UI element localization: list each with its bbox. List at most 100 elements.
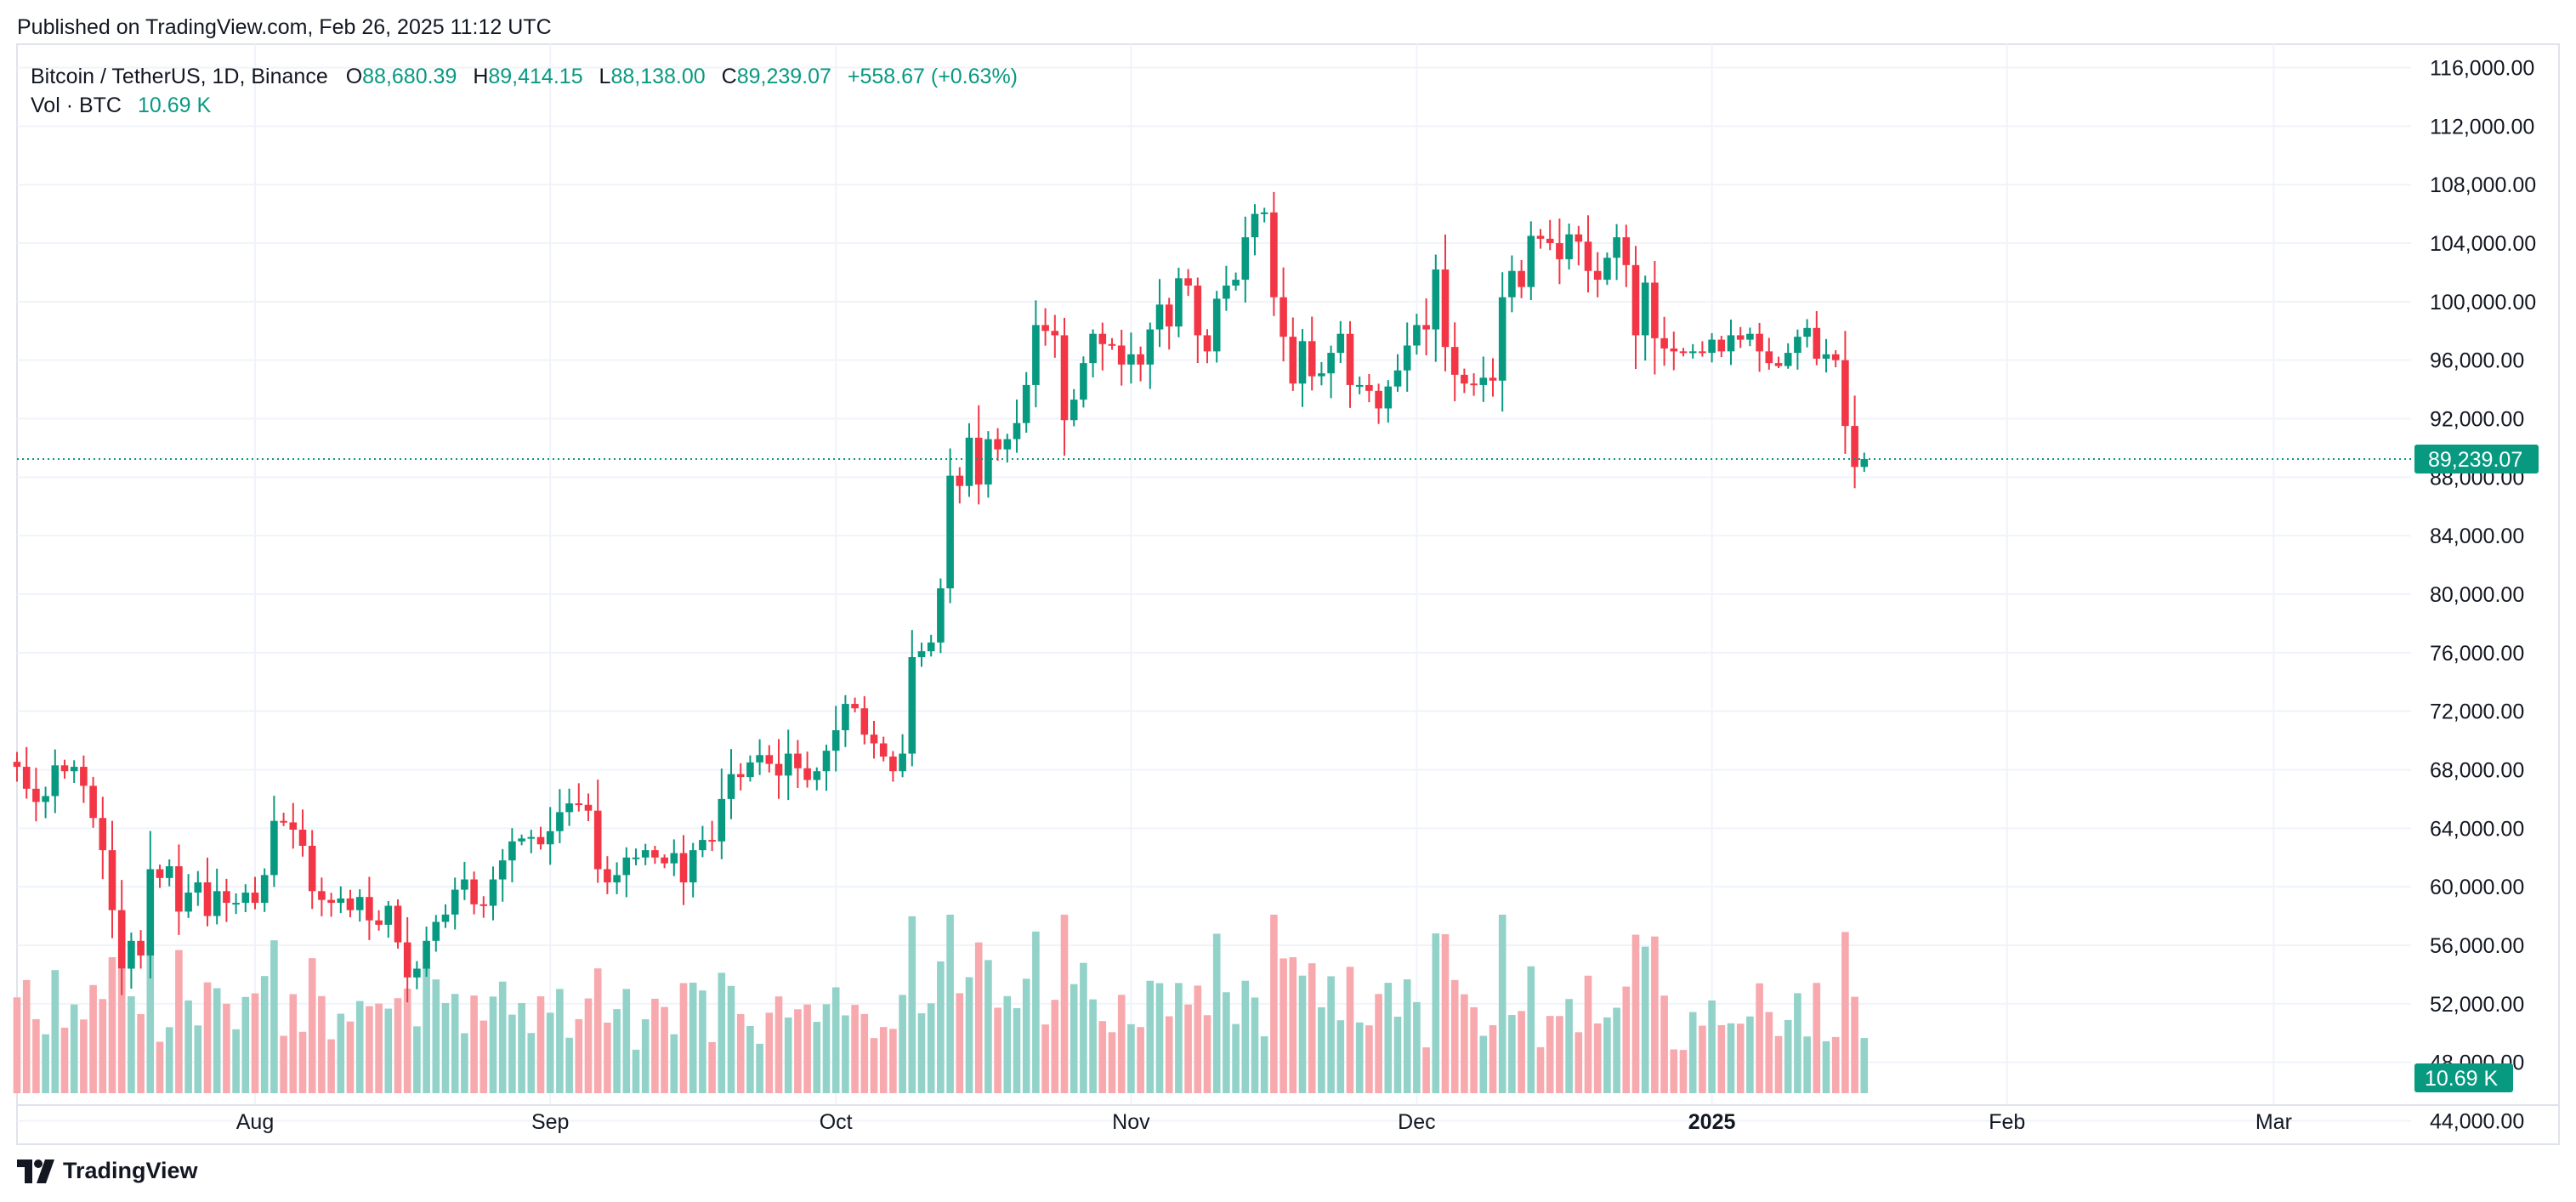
- candle[interactable]: [1736, 326, 1745, 349]
- candle[interactable]: [632, 848, 640, 865]
- candle[interactable]: [831, 706, 840, 772]
- candle[interactable]: [1308, 316, 1316, 391]
- candle[interactable]: [1803, 319, 1811, 348]
- candle[interactable]: [289, 802, 298, 849]
- candle[interactable]: [994, 428, 1001, 461]
- candle[interactable]: [1098, 322, 1107, 371]
- candle[interactable]: [1688, 343, 1697, 359]
- candle[interactable]: [937, 578, 945, 654]
- candle[interactable]: [1727, 319, 1735, 366]
- candle[interactable]: [593, 780, 602, 883]
- candle[interactable]: [556, 789, 564, 843]
- candle[interactable]: [651, 846, 659, 865]
- candle[interactable]: [384, 901, 393, 938]
- candle[interactable]: [479, 896, 488, 918]
- candle[interactable]: [1841, 331, 1849, 454]
- candle[interactable]: [508, 828, 516, 882]
- candle[interactable]: [1470, 373, 1478, 396]
- candle[interactable]: [708, 820, 716, 852]
- candle[interactable]: [108, 820, 116, 938]
- candle[interactable]: [613, 862, 621, 894]
- candle[interactable]: [584, 793, 593, 821]
- candle[interactable]: [99, 797, 107, 880]
- candle[interactable]: [1194, 277, 1202, 363]
- candle[interactable]: [1708, 332, 1716, 363]
- candle[interactable]: [727, 749, 735, 819]
- candle[interactable]: [822, 745, 831, 791]
- candle[interactable]: [327, 893, 335, 917]
- candle[interactable]: [546, 807, 554, 865]
- candle[interactable]: [775, 739, 783, 799]
- candle[interactable]: [575, 783, 583, 812]
- candle[interactable]: [1060, 317, 1069, 456]
- candle[interactable]: [756, 739, 763, 775]
- candle[interactable]: [1631, 246, 1640, 370]
- candle[interactable]: [718, 768, 726, 859]
- candle[interactable]: [1670, 332, 1678, 371]
- candle[interactable]: [223, 878, 230, 922]
- candle[interactable]: [194, 870, 202, 906]
- candle[interactable]: [251, 876, 259, 910]
- candle[interactable]: [298, 809, 307, 857]
- candle[interactable]: [803, 751, 811, 788]
- candle[interactable]: [1593, 252, 1602, 298]
- candle[interactable]: [870, 721, 878, 759]
- candle[interactable]: [1089, 329, 1097, 377]
- candle[interactable]: [889, 751, 897, 782]
- candle[interactable]: [908, 630, 916, 767]
- candle[interactable]: [441, 904, 450, 928]
- candle[interactable]: [1660, 316, 1668, 366]
- candle[interactable]: [1260, 207, 1268, 223]
- candle[interactable]: [1546, 219, 1554, 251]
- candle[interactable]: [736, 763, 745, 791]
- candle[interactable]: [203, 857, 212, 927]
- candle[interactable]: [403, 917, 411, 1003]
- candle[interactable]: [280, 813, 287, 826]
- candle[interactable]: [1584, 215, 1592, 293]
- candle[interactable]: [1298, 329, 1307, 407]
- candle[interactable]: [1384, 380, 1393, 423]
- candle[interactable]: [1441, 234, 1450, 371]
- candle[interactable]: [213, 868, 221, 925]
- candle[interactable]: [1641, 275, 1649, 361]
- candle[interactable]: [879, 736, 888, 762]
- candle[interactable]: [337, 886, 345, 914]
- candle[interactable]: [451, 877, 459, 930]
- price-chart[interactable]: 116,000.00 112,000.00 108,000.00 104,000.00…: [0, 0, 2576, 1156]
- candle[interactable]: [1746, 327, 1754, 347]
- candle[interactable]: [156, 865, 164, 888]
- candle[interactable]: [1032, 300, 1040, 408]
- candle[interactable]: [1175, 267, 1183, 337]
- candle[interactable]: [366, 876, 373, 940]
- candle[interactable]: [1432, 254, 1440, 362]
- candle[interactable]: [1375, 383, 1382, 424]
- candle[interactable]: [470, 871, 478, 915]
- candle[interactable]: [51, 749, 60, 814]
- candle[interactable]: [1527, 221, 1535, 300]
- candle[interactable]: [1813, 310, 1821, 366]
- candle[interactable]: [318, 877, 326, 916]
- candle[interactable]: [1232, 272, 1240, 291]
- candle[interactable]: [927, 634, 935, 657]
- candle[interactable]: [1822, 338, 1830, 373]
- candle[interactable]: [670, 839, 678, 876]
- candle[interactable]: [432, 915, 440, 952]
- candle[interactable]: [1127, 332, 1135, 384]
- candle[interactable]: [498, 848, 507, 902]
- candle[interactable]: [1498, 272, 1506, 412]
- candle[interactable]: [1203, 329, 1211, 364]
- candle[interactable]: [1080, 356, 1087, 408]
- candle[interactable]: [851, 697, 859, 712]
- candle[interactable]: [1241, 216, 1250, 303]
- candle[interactable]: [765, 745, 774, 773]
- candle[interactable]: [1860, 452, 1869, 473]
- candle[interactable]: [1355, 376, 1364, 394]
- candle[interactable]: [1851, 395, 1858, 489]
- candle[interactable]: [1270, 191, 1278, 316]
- candle[interactable]: [1022, 371, 1030, 433]
- candle[interactable]: [1413, 314, 1421, 355]
- candle[interactable]: [1765, 337, 1773, 370]
- candlesticks[interactable]: [13, 191, 1869, 1003]
- candle[interactable]: [80, 755, 88, 803]
- candle[interactable]: [1165, 298, 1173, 350]
